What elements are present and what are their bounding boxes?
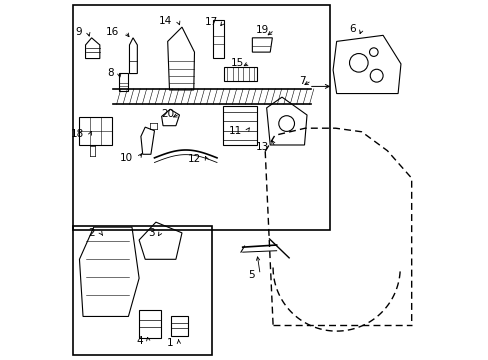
Bar	[73, 226, 212, 355]
Text: 8: 8	[106, 68, 113, 78]
Text: 17: 17	[204, 17, 217, 27]
Text: 5: 5	[247, 270, 254, 280]
Bar	[119, 73, 127, 91]
Text: 4: 4	[136, 337, 142, 346]
Text: 16: 16	[106, 27, 119, 37]
Bar	[139, 310, 161, 338]
Text: 2: 2	[88, 228, 95, 238]
Text: 10: 10	[120, 153, 133, 163]
Bar	[171, 316, 188, 337]
Text: 3: 3	[147, 228, 154, 238]
Text: 19: 19	[255, 25, 268, 35]
Text: 11: 11	[228, 126, 241, 136]
Text: 20: 20	[161, 109, 174, 119]
Text: 14: 14	[159, 16, 172, 26]
Bar	[80, 117, 111, 145]
Text: 18: 18	[71, 129, 84, 139]
Text: 6: 6	[348, 24, 355, 34]
Text: 13: 13	[256, 142, 269, 152]
Text: 15: 15	[230, 58, 244, 68]
Bar	[223, 107, 257, 145]
Text: 12: 12	[187, 154, 201, 164]
Bar	[73, 5, 329, 230]
Text: 1: 1	[166, 338, 173, 347]
Text: 7: 7	[299, 76, 305, 86]
Bar	[224, 67, 256, 81]
Text: 9: 9	[76, 27, 82, 37]
